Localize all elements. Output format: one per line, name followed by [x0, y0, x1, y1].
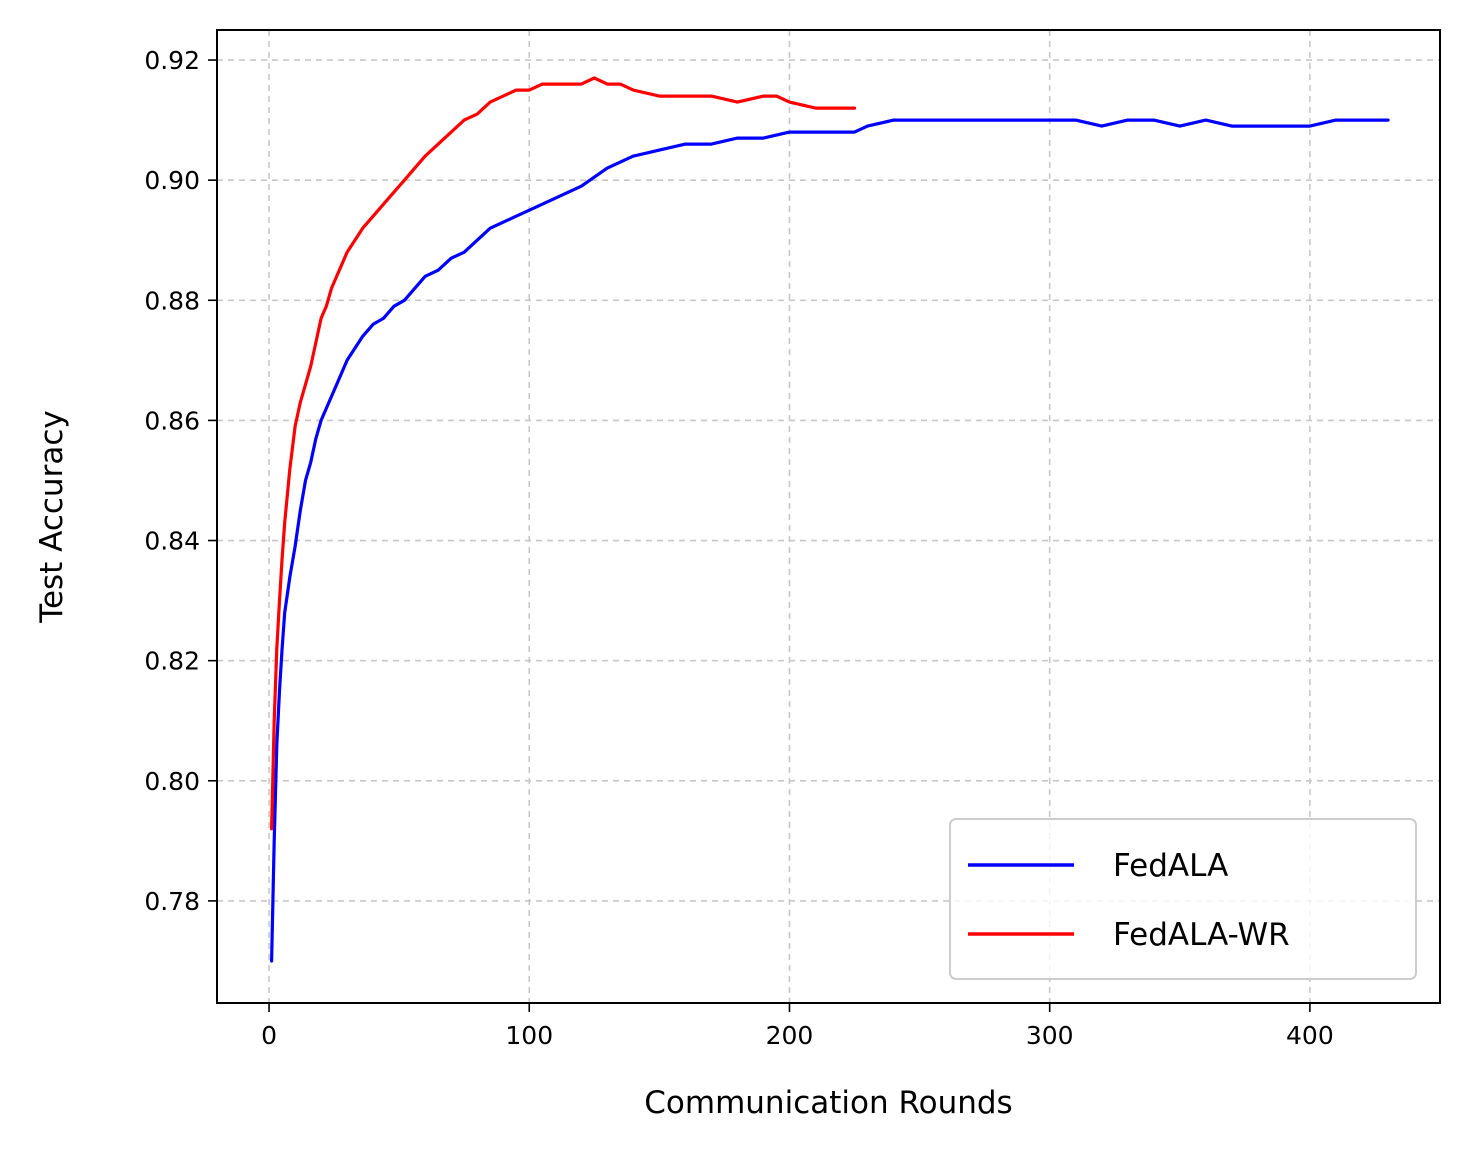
y-tick-label: 0.78: [144, 887, 200, 916]
legend-label-fedala-wr: FedALA-WR: [1113, 917, 1290, 953]
y-tick-label: 0.90: [144, 166, 200, 195]
y-tick-label: 0.86: [144, 406, 200, 435]
x-axis-label: Communication Rounds: [644, 1085, 1012, 1121]
grid: [217, 30, 1440, 1003]
plot-frame: [216, 29, 1441, 1004]
y-axis-label: Test Accuracy: [34, 410, 70, 623]
legend-label-fedala: FedALA: [1113, 848, 1228, 884]
series-line-fedala-wr: [270, 76, 857, 831]
x-tick-label: 400: [1286, 1021, 1334, 1050]
x-tick-label: 300: [1026, 1021, 1074, 1050]
legend: FedALA FedALA-WR: [949, 818, 1417, 980]
x-tick-label: 200: [766, 1021, 814, 1050]
y-tick-label: 0.92: [144, 46, 200, 75]
axis-ticks: 0 100 200 300 400 0.78 0.80 0.82 0.84 0.86 0.88 0.9…: [144, 46, 1333, 1050]
series-lines: [270, 76, 1390, 963]
y-tick-label: 0.84: [144, 527, 200, 556]
x-tick-label: 100: [505, 1021, 553, 1050]
legend-box: [949, 818, 1417, 980]
y-tick-label: 0.80: [144, 767, 200, 796]
y-tick-label: 0.82: [144, 647, 200, 676]
series-line-fedala: [270, 118, 1390, 963]
x-tick-label: 0: [261, 1021, 277, 1050]
y-tick-label: 0.88: [144, 286, 200, 315]
